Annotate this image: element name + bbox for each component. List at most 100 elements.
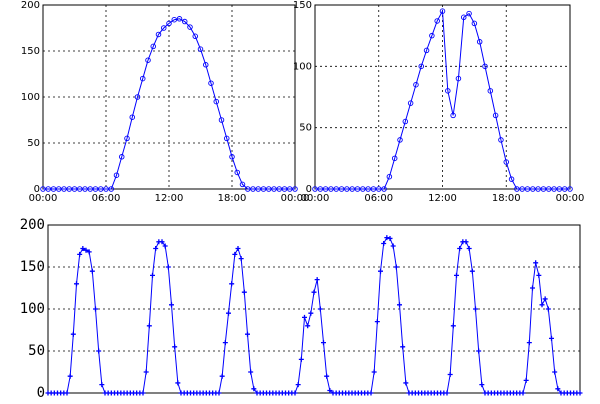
data-point xyxy=(530,285,535,291)
data-point xyxy=(384,235,390,241)
data-point xyxy=(302,314,307,320)
data-point xyxy=(555,386,561,392)
data-point xyxy=(466,246,472,252)
data-point xyxy=(281,186,288,192)
data-point xyxy=(171,16,177,23)
y-tick-label: 200 xyxy=(21,0,40,11)
data-point xyxy=(80,246,86,252)
data-point xyxy=(322,186,329,192)
data-point xyxy=(387,235,393,241)
data-point xyxy=(454,272,459,278)
data-point xyxy=(143,369,149,375)
data-point xyxy=(108,186,114,192)
x-tick-label: 00:00 xyxy=(29,193,58,204)
y-tick-label: 0 xyxy=(37,385,45,401)
data-point xyxy=(103,186,109,192)
data-point xyxy=(556,186,563,192)
data-point xyxy=(239,181,246,188)
data-point xyxy=(508,176,515,182)
data-point xyxy=(407,100,414,106)
data-point xyxy=(64,390,70,396)
data-point xyxy=(466,10,472,17)
plot-frame xyxy=(42,4,296,190)
data-point xyxy=(349,186,355,192)
data-point xyxy=(450,112,456,119)
data-line xyxy=(43,18,295,190)
data-point xyxy=(519,186,525,192)
data-point xyxy=(328,186,334,192)
data-point xyxy=(250,186,256,192)
data-point xyxy=(381,186,387,192)
data-point xyxy=(487,88,494,94)
data-point xyxy=(473,306,478,312)
y-tick-label: 150 xyxy=(20,259,45,275)
data-point xyxy=(216,390,222,396)
data-point xyxy=(169,302,174,308)
data-point xyxy=(482,63,488,70)
data-point xyxy=(535,186,541,192)
data-point xyxy=(197,46,204,52)
data-point xyxy=(175,380,181,386)
data-point xyxy=(374,319,380,325)
data-point xyxy=(402,118,409,125)
data-point xyxy=(172,344,178,350)
data-point xyxy=(266,186,272,192)
data-point xyxy=(455,75,462,82)
data-point xyxy=(317,186,324,192)
data-point xyxy=(159,239,165,245)
data-point xyxy=(551,186,557,192)
data-point xyxy=(251,386,257,392)
data-point xyxy=(418,63,425,70)
y-tick-label: 100 xyxy=(21,92,40,103)
data-point xyxy=(139,75,146,82)
data-point xyxy=(577,390,583,396)
data-point xyxy=(92,186,99,192)
data-point xyxy=(503,159,510,165)
data-point xyxy=(76,186,83,192)
data-point xyxy=(381,240,387,246)
data-point xyxy=(129,114,135,120)
data-point xyxy=(463,239,469,245)
data-point xyxy=(219,373,225,379)
data-point xyxy=(40,186,46,192)
data-point xyxy=(546,186,552,192)
data-point xyxy=(514,186,520,192)
data-point xyxy=(241,289,247,295)
data-point xyxy=(45,186,52,192)
plot-frame xyxy=(47,224,581,394)
data-point xyxy=(397,302,402,308)
data-point xyxy=(476,39,483,45)
data-line xyxy=(48,237,580,394)
data-point xyxy=(238,256,244,262)
data-point xyxy=(146,323,152,329)
data-point xyxy=(165,264,171,270)
data-point xyxy=(140,390,146,396)
data-point xyxy=(444,390,450,396)
data-point xyxy=(371,369,377,375)
data-point xyxy=(476,348,482,354)
data-point xyxy=(298,356,304,362)
data-point xyxy=(314,277,320,283)
data-point xyxy=(333,186,340,192)
y-tick-label: 0 xyxy=(34,184,40,195)
data-point xyxy=(469,268,475,274)
data-point xyxy=(208,80,214,86)
x-tick-label: 12:00 xyxy=(155,193,184,204)
data-point xyxy=(479,382,485,388)
data-point xyxy=(96,348,102,354)
data-point xyxy=(229,281,235,287)
data-point xyxy=(176,16,183,22)
data-point xyxy=(539,302,545,308)
data-point xyxy=(567,186,573,192)
data-point xyxy=(162,243,168,249)
x-tick-label: 12:00 xyxy=(428,193,457,204)
data-point xyxy=(561,186,568,192)
data-point xyxy=(450,323,456,329)
data-point xyxy=(378,268,383,274)
data-point xyxy=(145,57,151,63)
data-point xyxy=(295,382,301,388)
x-tick-label: 00:00 xyxy=(281,193,310,204)
data-point xyxy=(338,186,345,192)
data-point xyxy=(153,246,159,252)
y-tick-label: 100 xyxy=(293,61,312,72)
